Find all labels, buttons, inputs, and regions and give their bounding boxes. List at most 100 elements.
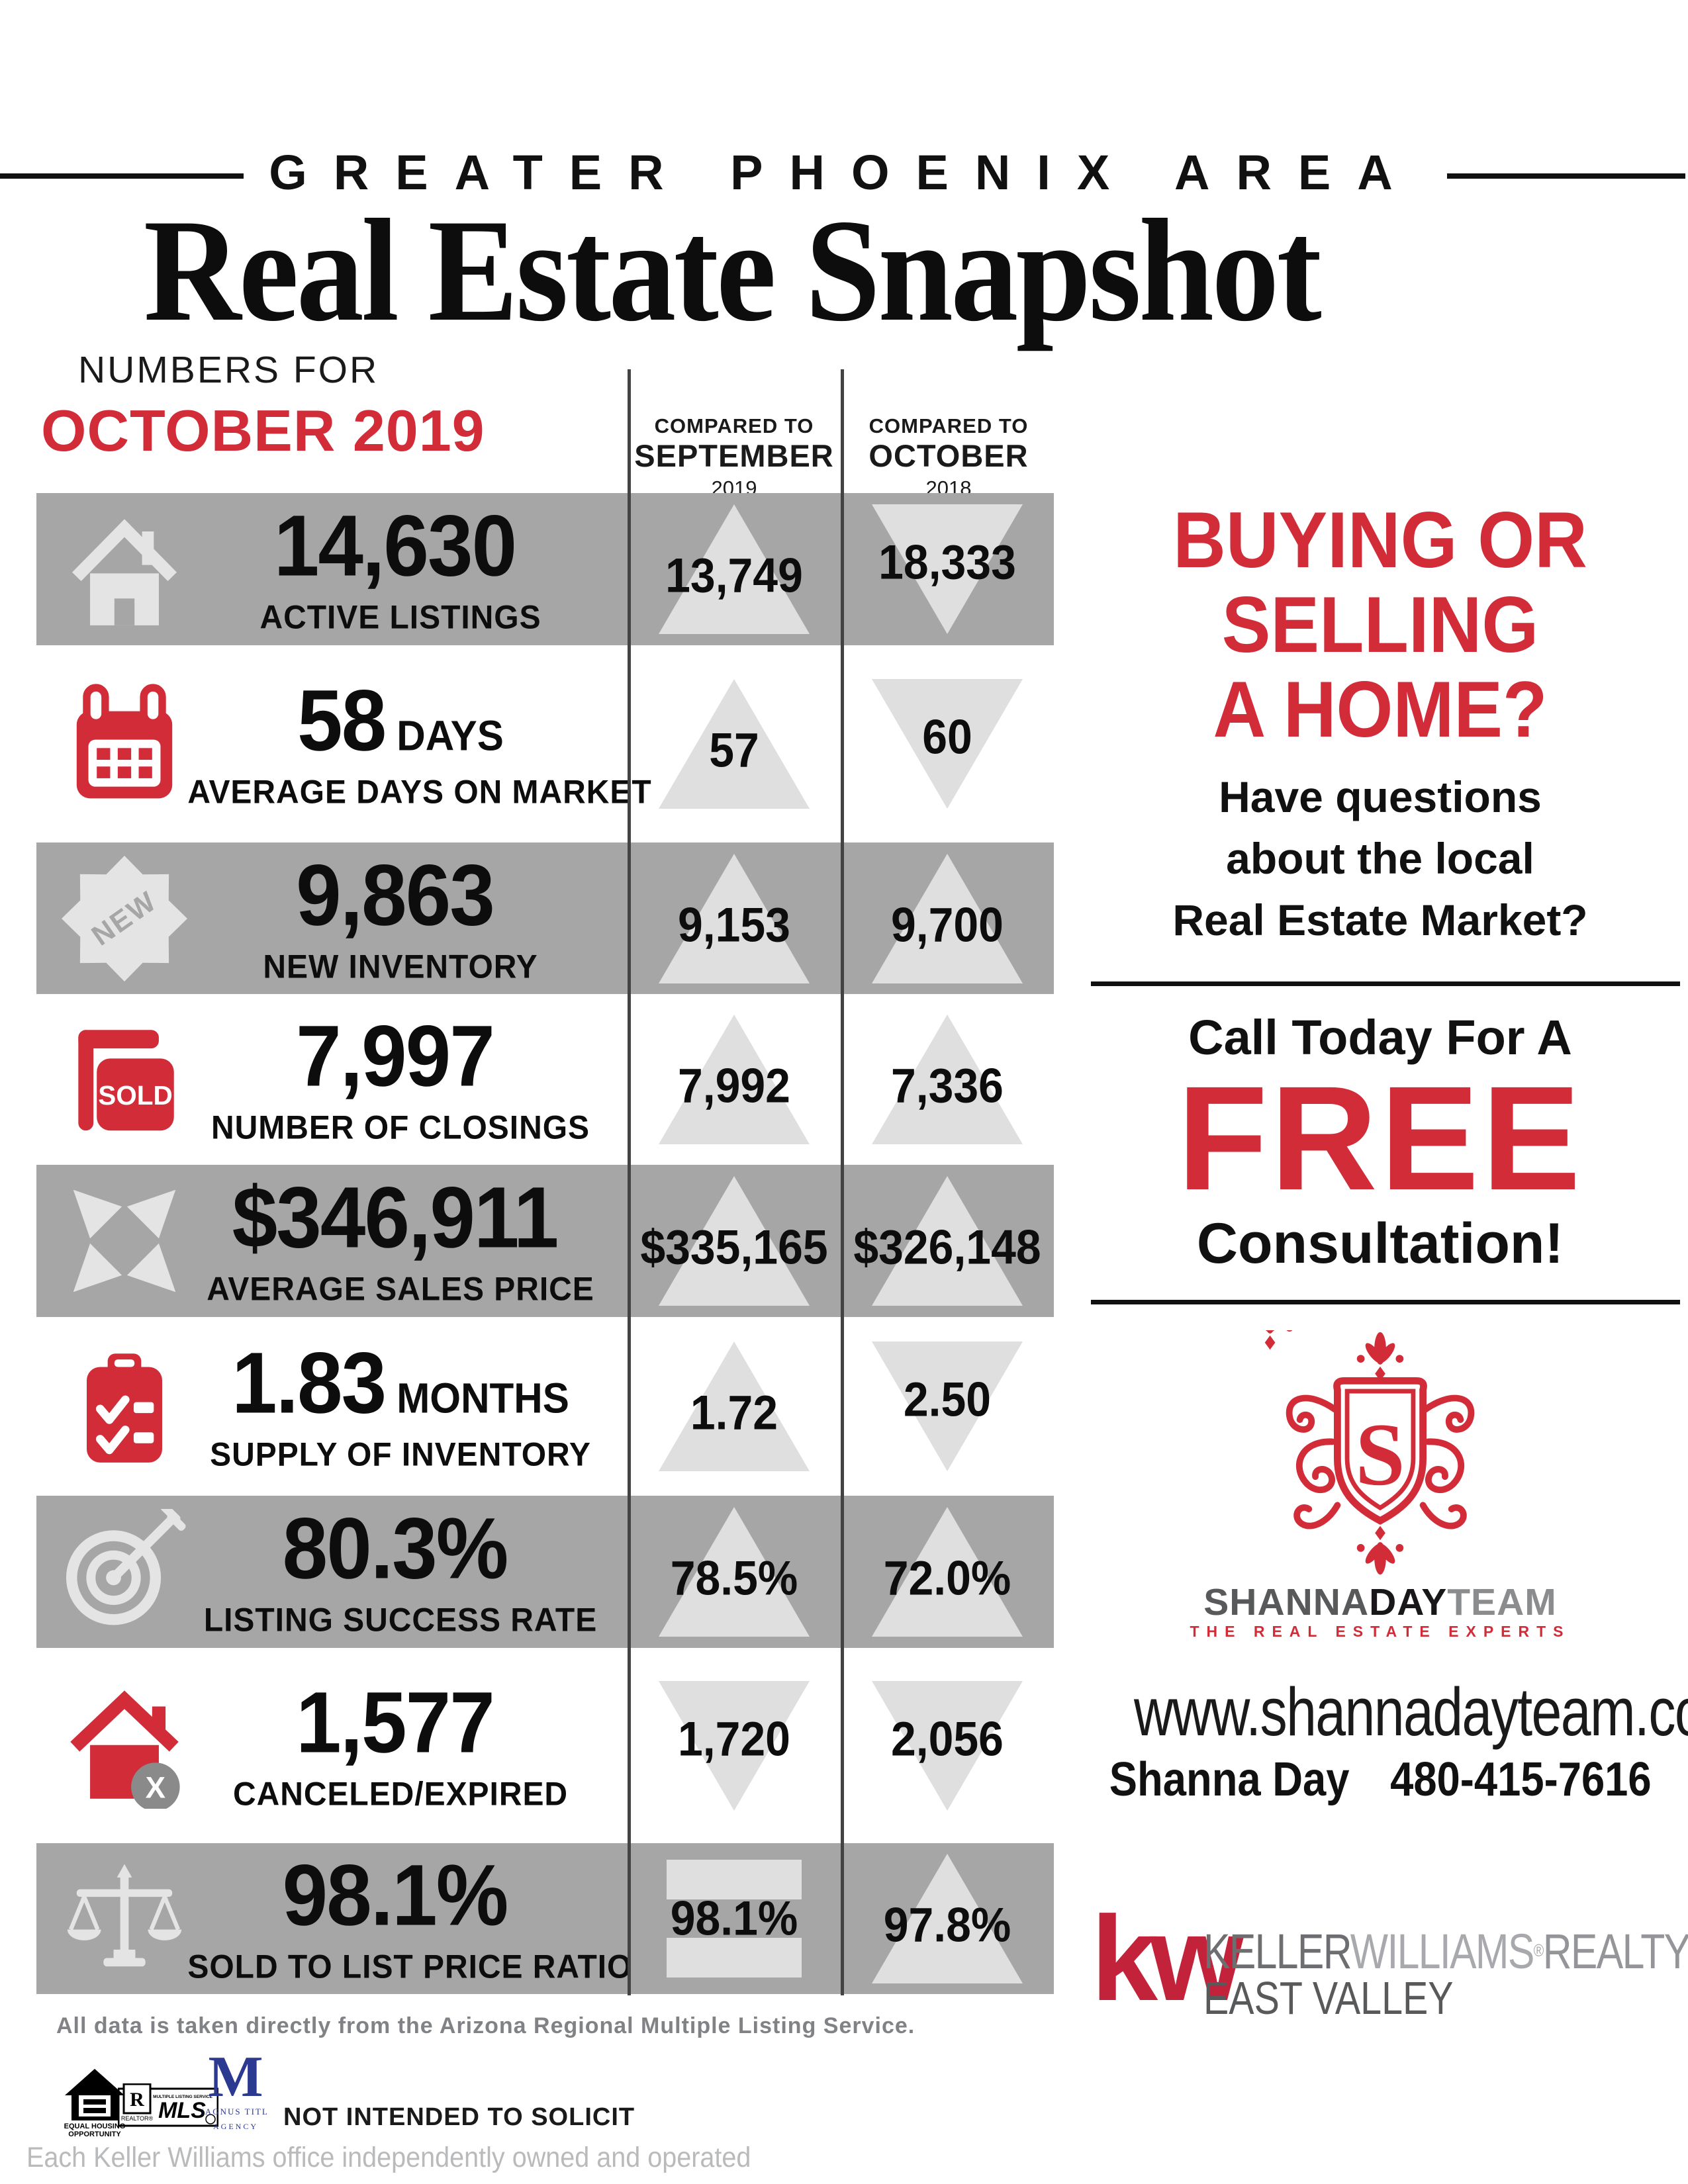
trend-indicator: 72.0%	[841, 1506, 1054, 1638]
metric-value: 1.83 MONTHS	[232, 1334, 569, 1432]
trend-indicator: 7,992	[628, 1013, 841, 1146]
equal-icon	[667, 1860, 802, 1978]
kw-disclaimer-text: Each Keller Williams office independentl…	[26, 2142, 751, 2173]
metric-value: 9,863	[296, 846, 495, 943]
metric-value: 14,630	[273, 496, 517, 594]
down-triangle-icon	[872, 679, 1023, 809]
compare-header-september: COMPARED TO SEPTEMBER 2019	[628, 416, 841, 498]
trend-indicator: 9,700	[841, 852, 1054, 985]
compared-to-label: COMPARED TO	[868, 414, 1029, 437]
metric-value: 58 DAYS	[297, 671, 504, 769]
trend-indicator: 60	[841, 678, 1054, 810]
compare-value: 7,336	[891, 1059, 1004, 1113]
svg-text:MULTIPLE LISTING SERVICE: MULTIPLE LISTING SERVICE	[153, 2095, 212, 2099]
compare-value: $326,148	[853, 1220, 1041, 1275]
house-icon	[62, 506, 187, 632]
compare-value: 60	[922, 710, 972, 764]
equal-housing-opportunity-logo: EQUAL HOUSING OPPORTUNITY	[58, 2064, 131, 2138]
compare-value: 1,720	[678, 1712, 790, 1766]
sold-sign-icon: SOLD	[62, 1017, 187, 1142]
promo-divider-bottom	[1091, 1300, 1680, 1304]
house-x-icon: X	[62, 1683, 187, 1809]
svg-text:REALTOR®: REALTOR®	[121, 2115, 154, 2122]
kw-office-name: EAST VALLEY	[1203, 1972, 1454, 2024]
compare-month: SEPTEMBER	[634, 438, 834, 473]
page-title: Real Estate Snapshot	[143, 189, 1322, 352]
down-triangle-icon	[872, 1680, 1023, 1811]
metric-label: AVERAGE DAYS ON MARKET	[187, 773, 652, 811]
agent-phone: 480-415-7616	[1390, 1753, 1652, 1806]
metric-label: SOLD TO LIST PRICE RATIO	[187, 1948, 633, 1985]
promo-divider-top	[1091, 981, 1680, 986]
metric-value: $346,911	[232, 1168, 559, 1266]
row-active-listings: 14,630 ACTIVE LISTINGS 13,749 18,333	[36, 493, 1054, 645]
metric-label: SUPPLY OF INVENTORY	[210, 1435, 591, 1473]
compared-to-label: COMPARED TO	[654, 414, 814, 437]
down-triangle-icon	[659, 1680, 810, 1811]
promo-subtext: Have questions about the local Real Esta…	[1172, 772, 1588, 944]
svg-text:R: R	[130, 2089, 144, 2111]
up-triangle-icon	[659, 1015, 810, 1144]
trend-indicator: 18,333	[841, 503, 1054, 635]
table-divider-line	[628, 369, 631, 1995]
website-url: www.shannadayteam.com	[1134, 1674, 1688, 1750]
compare-value: 18,333	[878, 535, 1016, 590]
trend-indicator: 57	[628, 678, 841, 810]
compare-value: 57	[709, 723, 759, 778]
team-name: SHANNADAYTEAM	[1203, 1581, 1557, 1623]
numbers-for-label: NUMBERS FOR	[78, 349, 379, 391]
metric-label: AVERAGE SALES PRICE	[207, 1270, 594, 1308]
compare-value: 78.5%	[670, 1551, 798, 1606]
metric-label: NEW INVENTORY	[263, 948, 538, 985]
call-today-text: Call Today For A	[1188, 1010, 1572, 1065]
up-triangle-icon	[659, 1342, 810, 1471]
agent-contact: Shanna Day 480-415-7616	[1109, 1752, 1652, 1807]
magnus-title-agency-logo: MMAGNUS TITLE AGENCY	[196, 2045, 273, 2138]
compare-value: $335,165	[640, 1220, 828, 1275]
current-month-label: OCTOBER 2019	[41, 398, 485, 463]
svg-text:AGENCY: AGENCY	[213, 2122, 258, 2131]
row-listing-success-rate: 80.3% LISTING SUCCESS RATE 78.5% 72.0%	[36, 1496, 1054, 1648]
compare-value: 7,992	[678, 1059, 790, 1113]
calendar-icon	[62, 681, 187, 807]
up-triangle-icon	[872, 1176, 1023, 1306]
trend-indicator: $326,148	[841, 1175, 1054, 1307]
up-triangle-icon	[659, 504, 810, 634]
up-triangle-icon	[659, 679, 810, 809]
row-number-of-closings: SOLD 7,997 NUMBER OF CLOSINGS 7,992 7,33…	[36, 994, 1054, 1165]
compare-value: 1.72	[690, 1386, 778, 1440]
trend-indicator: 7,336	[841, 1013, 1054, 1146]
target-dart-icon	[62, 1509, 187, 1635]
compare-value: 98.1%	[670, 1891, 798, 1946]
compare-value: 13,749	[665, 549, 803, 603]
trend-indicator: 98.1%	[628, 1852, 841, 1985]
svg-text:SOLD: SOLD	[98, 1080, 173, 1111]
arrows-in-icon	[62, 1178, 187, 1304]
down-triangle-icon	[872, 1342, 1023, 1471]
kicker-rule-left	[0, 173, 244, 179]
metric-value: 1,577	[296, 1673, 495, 1770]
up-triangle-icon	[872, 853, 1023, 983]
metric-value: 80.3%	[282, 1499, 509, 1597]
new-badge-icon: NEW	[62, 855, 187, 981]
table-divider-line	[841, 369, 844, 1995]
up-triangle-icon	[872, 1507, 1023, 1637]
compare-month: OCTOBER	[868, 438, 1029, 473]
up-triangle-icon	[872, 1015, 1023, 1144]
svg-text:S: S	[1355, 1406, 1405, 1504]
compare-value: 2,056	[891, 1712, 1004, 1766]
kicker: GREATER PHOENIX AREA	[269, 145, 1419, 200]
trend-indicator: 78.5%	[628, 1506, 841, 1638]
clipboard-icon	[62, 1343, 187, 1469]
trend-indicator: 9,153	[628, 852, 841, 985]
team-tagline: THE REAL ESTATE EXPERTS	[1190, 1623, 1571, 1640]
shanna-day-team-crest-logo: S	[1072, 1300, 1688, 1580]
not-intended-to-solicit-text: NOT INTENDED TO SOLICIT	[283, 2103, 635, 2131]
svg-text:OPPORTUNITY: OPPORTUNITY	[68, 2130, 121, 2138]
trend-indicator: 1.72	[628, 1340, 841, 1473]
row-supply-of-inventory: 1.83 MONTHS SUPPLY OF INVENTORY 1.72 2.50	[36, 1317, 1054, 1496]
metric-label: CANCELED/EXPIRED	[232, 1775, 569, 1812]
metric-label: NUMBER OF CLOSINGS	[211, 1109, 590, 1146]
